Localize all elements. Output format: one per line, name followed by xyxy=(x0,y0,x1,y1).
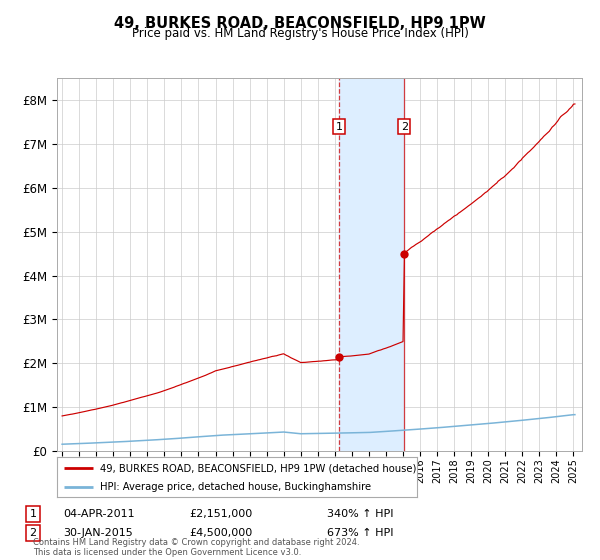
Text: 49, BURKES ROAD, BEACONSFIELD, HP9 1PW: 49, BURKES ROAD, BEACONSFIELD, HP9 1PW xyxy=(114,16,486,31)
Text: 1: 1 xyxy=(29,509,37,519)
Bar xyxy=(339,78,404,451)
Text: 49, BURKES ROAD, BEACONSFIELD, HP9 1PW (detached house): 49, BURKES ROAD, BEACONSFIELD, HP9 1PW (… xyxy=(100,463,416,473)
Text: 1: 1 xyxy=(335,122,343,132)
Text: Contains HM Land Registry data © Crown copyright and database right 2024.
This d: Contains HM Land Registry data © Crown c… xyxy=(33,538,359,557)
Text: Price paid vs. HM Land Registry's House Price Index (HPI): Price paid vs. HM Land Registry's House … xyxy=(131,27,469,40)
Text: £4,500,000: £4,500,000 xyxy=(189,528,252,538)
Text: 673% ↑ HPI: 673% ↑ HPI xyxy=(327,528,394,538)
Text: HPI: Average price, detached house, Buckinghamshire: HPI: Average price, detached house, Buck… xyxy=(100,482,371,492)
Text: 340% ↑ HPI: 340% ↑ HPI xyxy=(327,509,394,519)
Text: 2: 2 xyxy=(401,122,408,132)
Text: 30-JAN-2015: 30-JAN-2015 xyxy=(63,528,133,538)
Text: 2: 2 xyxy=(29,528,37,538)
Text: 04-APR-2011: 04-APR-2011 xyxy=(63,509,134,519)
Text: £2,151,000: £2,151,000 xyxy=(189,509,252,519)
